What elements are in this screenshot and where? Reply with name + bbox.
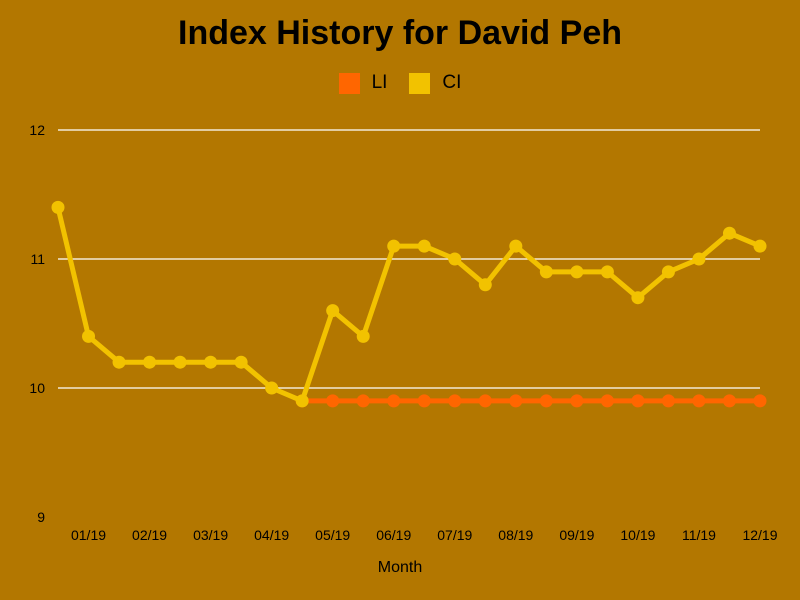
data-point-ci[interactable] [143,355,157,369]
data-point-ci[interactable] [82,329,96,343]
data-point-ci[interactable] [356,329,370,343]
legend-swatch-li [338,72,360,94]
x-tick-label: 06/19 [376,527,411,543]
data-point-li[interactable] [661,394,675,408]
x-tick-label: 08/19 [498,527,533,543]
data-point-ci[interactable] [417,239,431,253]
chart-title: Index History for David Peh [178,14,622,52]
data-point-li[interactable] [570,394,584,408]
x-axis-ticks: 01/19 02/19 03/19 04/19 05/19 06/19 07/19 08/19… [71,527,778,543]
data-point-ci[interactable] [112,355,126,369]
y-tick-label: 12 [29,122,45,138]
series-li [295,394,767,408]
data-point-li[interactable] [326,394,340,408]
y-axis-ticks: 9 10 11 12 [29,122,45,525]
data-point-ci[interactable] [600,265,614,279]
data-point-li[interactable] [509,394,523,408]
data-point-li[interactable] [356,394,370,408]
x-tick-label: 07/19 [437,527,472,543]
y-tick-label: 9 [37,509,45,525]
data-point-ci[interactable] [539,265,553,279]
data-point-li[interactable] [539,394,553,408]
y-tick-label: 11 [30,251,45,267]
legend-item-li[interactable]: LI [338,72,388,94]
data-point-ci[interactable] [265,381,279,395]
x-tick-label: 02/19 [132,527,167,543]
data-point-li[interactable] [600,394,614,408]
data-point-ci[interactable] [570,265,584,279]
data-point-ci[interactable] [326,304,340,318]
x-tick-label: 01/19 [71,527,106,543]
data-point-ci[interactable] [387,239,401,253]
data-point-ci[interactable] [631,291,645,305]
data-point-ci[interactable] [51,200,65,214]
data-point-li[interactable] [448,394,462,408]
legend-swatch-ci [409,72,431,94]
x-tick-label: 04/19 [254,527,289,543]
data-point-ci[interactable] [661,265,675,279]
data-point-li[interactable] [753,394,767,408]
data-point-ci[interactable] [295,394,309,408]
data-point-li[interactable] [722,394,736,408]
data-point-ci[interactable] [478,278,492,292]
data-point-li[interactable] [387,394,401,408]
data-point-ci[interactable] [234,355,248,369]
legend-item-ci[interactable]: CI [409,72,461,94]
x-tick-label: 05/19 [315,527,350,543]
legend-label-ci: CI [442,72,462,93]
data-point-ci[interactable] [722,226,736,240]
data-point-ci[interactable] [204,355,218,369]
data-point-li[interactable] [692,394,706,408]
data-point-ci[interactable] [509,239,523,253]
x-tick-label: 10/19 [620,527,655,543]
x-tick-label: 09/19 [559,527,594,543]
x-tick-label: 12/19 [742,527,777,543]
series-line-ci [55,204,763,404]
legend-label-li: LI [371,72,388,93]
data-point-ci[interactable] [692,252,706,266]
y-tick-label: 10 [29,380,45,396]
data-point-ci[interactable] [173,355,187,369]
data-point-li[interactable] [417,394,431,408]
x-axis-title: Month [378,559,422,576]
data-point-li[interactable] [631,394,645,408]
series-ci [51,200,767,408]
series-layer [51,200,767,408]
legend: LI CI [0,72,800,94]
x-tick-label: 11/19 [682,527,716,543]
data-point-li[interactable] [478,394,492,408]
x-tick-label: 03/19 [193,527,228,543]
data-point-ci[interactable] [753,239,767,253]
data-point-ci[interactable] [448,252,462,266]
gridlines [58,129,760,389]
